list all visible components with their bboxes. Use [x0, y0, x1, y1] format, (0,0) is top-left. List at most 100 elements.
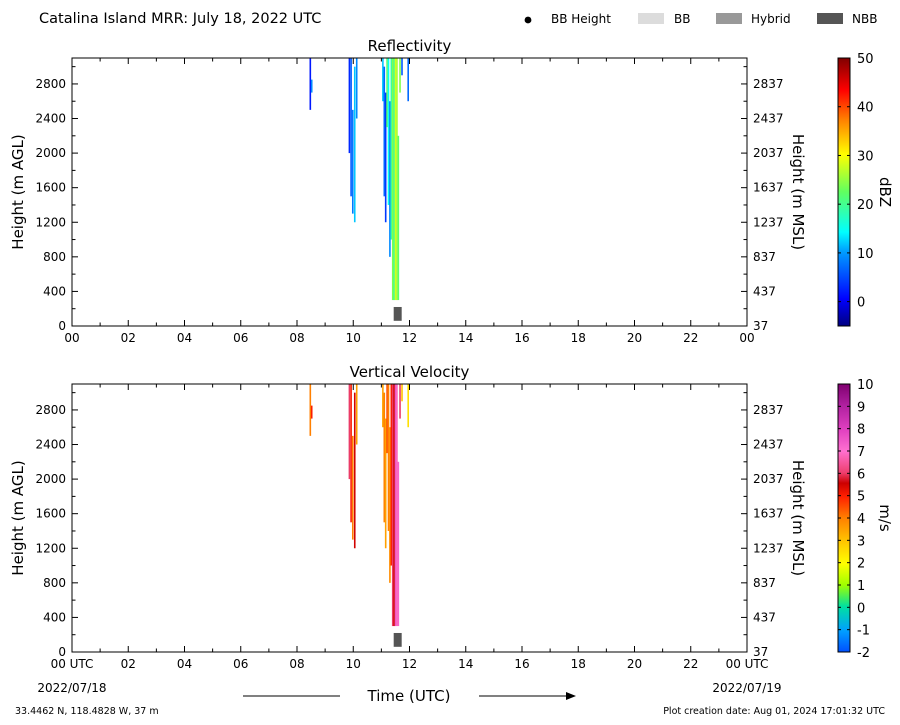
location-label: 33.4462 N, 118.4828 W, 37 m [15, 706, 159, 717]
y2-tick-label: 837 [753, 250, 776, 264]
x-tick-label: 10 [346, 331, 361, 345]
colorbar-tick-label: 0 [857, 296, 865, 311]
y-tick-label: 0 [58, 319, 66, 333]
colorbar-tick-label: -1 [857, 624, 870, 639]
y-tick-label: 2800 [35, 77, 66, 91]
data-cell [386, 384, 388, 454]
data-cell [309, 384, 312, 436]
data-cell [351, 435, 354, 540]
y-tick-label: 1200 [35, 215, 66, 229]
x-tick-label: 00 [739, 331, 754, 345]
data-cell [390, 384, 393, 566]
x-tick-label: 08 [289, 331, 304, 345]
y2-tick-label: 37 [753, 319, 768, 333]
x-tick-label: 20 [627, 657, 642, 671]
y2-tick-label: 1637 [753, 507, 784, 521]
data-cell [387, 384, 390, 531]
y2-axis-label: Height (m MSL) [789, 460, 807, 576]
y2-tick-label: 437 [753, 610, 776, 624]
colorbar-tick-label: 6 [857, 467, 865, 482]
data-cell [348, 384, 351, 480]
x-tick-label: 16 [514, 657, 529, 671]
nbb-marker [393, 306, 402, 321]
y2-tick-label: 37 [753, 645, 768, 659]
y-tick-label: 2000 [35, 472, 66, 486]
creation-date-label: Plot creation date: Aug 01, 2024 17:01:3… [663, 706, 885, 717]
x-tick-label: 02 [121, 331, 136, 345]
data-cell [397, 135, 400, 301]
x-tick-label: 02 [121, 657, 136, 671]
data-cell [350, 384, 352, 523]
x-tick-label: 18 [571, 657, 586, 671]
data-cell [394, 384, 397, 627]
x-tick-label: 06 [233, 657, 248, 671]
y2-tick-label: 2837 [753, 403, 784, 417]
data-cell [353, 66, 356, 223]
data-cells [309, 58, 409, 301]
colorbar-tick-label: 30 [857, 149, 874, 164]
legend-nbb-label: NBB [852, 12, 877, 26]
y-tick-label: 1600 [35, 507, 66, 521]
colorbar-tick-label: 10 [857, 247, 874, 262]
data-cell [394, 58, 397, 301]
y-tick-label: 2400 [35, 112, 66, 126]
data-cell [407, 58, 409, 102]
colorbar-tick-label: 40 [857, 101, 874, 116]
y-tick-label: 800 [43, 250, 66, 264]
data-cell [351, 109, 354, 214]
legend-bb-height-marker [524, 16, 532, 24]
figure-footer: 2022/07/18 2022/07/19 Time (UTC) 33.4462… [15, 681, 885, 717]
x-tick-label: 20 [627, 331, 642, 345]
y2-tick-label: 2037 [753, 146, 784, 160]
colorbar-ramp [837, 57, 851, 327]
x-tick-label: 12 [402, 657, 417, 671]
y-tick-label: 400 [43, 284, 66, 298]
data-cell [396, 384, 398, 627]
y2-tick-label: 2437 [753, 112, 784, 126]
data-cell [407, 384, 409, 428]
y2-tick-label: 2837 [753, 77, 784, 91]
data-cell [399, 58, 401, 93]
y2-tick-label: 437 [753, 284, 776, 298]
data-cell [310, 79, 313, 93]
data-cell [393, 58, 395, 301]
x-tick-label: 14 [458, 657, 473, 671]
x-tick-label: 18 [571, 331, 586, 345]
data-cell [389, 101, 391, 257]
colorbar-tick-label: 20 [857, 198, 874, 213]
colorbar-tick-label: 2 [857, 557, 865, 572]
y-tick-label: 0 [58, 645, 66, 659]
x-axis: 00 02 04 06 08 10 12 14 16 18 20 22 00 [64, 58, 755, 345]
x-axis: 00 UTC 02 04 06 08 10 12 14 16 18 20 22 00 UTC [51, 384, 769, 671]
y-tick-label: 800 [43, 576, 66, 590]
legend-bb-swatch [638, 13, 664, 24]
data-cell [399, 384, 401, 419]
y-tick-label: 2000 [35, 146, 66, 160]
x-tick-label: 04 [177, 331, 192, 345]
data-cell [391, 58, 394, 301]
time-arrow-head [566, 692, 576, 700]
x-tick-label: 00 [64, 331, 79, 345]
data-cell [382, 384, 384, 428]
colorbar-label: m/s [876, 504, 894, 532]
y-axis-label: Height (m AGL) [9, 134, 27, 249]
colorbar-tick-label: 5 [857, 490, 865, 505]
data-cell [384, 418, 387, 549]
x-tick-label: 00 UTC [726, 657, 769, 671]
data-cell [355, 58, 358, 119]
data-cell [384, 92, 387, 223]
colorbar-tick-label: 9 [857, 400, 865, 415]
data-cell [390, 58, 393, 240]
y2-axis-label: Height (m MSL) [789, 134, 807, 250]
legend-bb-height-label: BB Height [551, 12, 611, 26]
data-cells [309, 384, 409, 627]
legend-bb-label: BB [674, 12, 690, 26]
data-cell [355, 384, 358, 445]
data-cell [386, 58, 388, 128]
x-tick-label: 12 [402, 331, 417, 345]
x-tick-label: 14 [458, 331, 473, 345]
x-tick-label: 22 [683, 657, 698, 671]
data-cell [309, 58, 312, 110]
legend-hybrid-label: Hybrid [751, 12, 791, 26]
